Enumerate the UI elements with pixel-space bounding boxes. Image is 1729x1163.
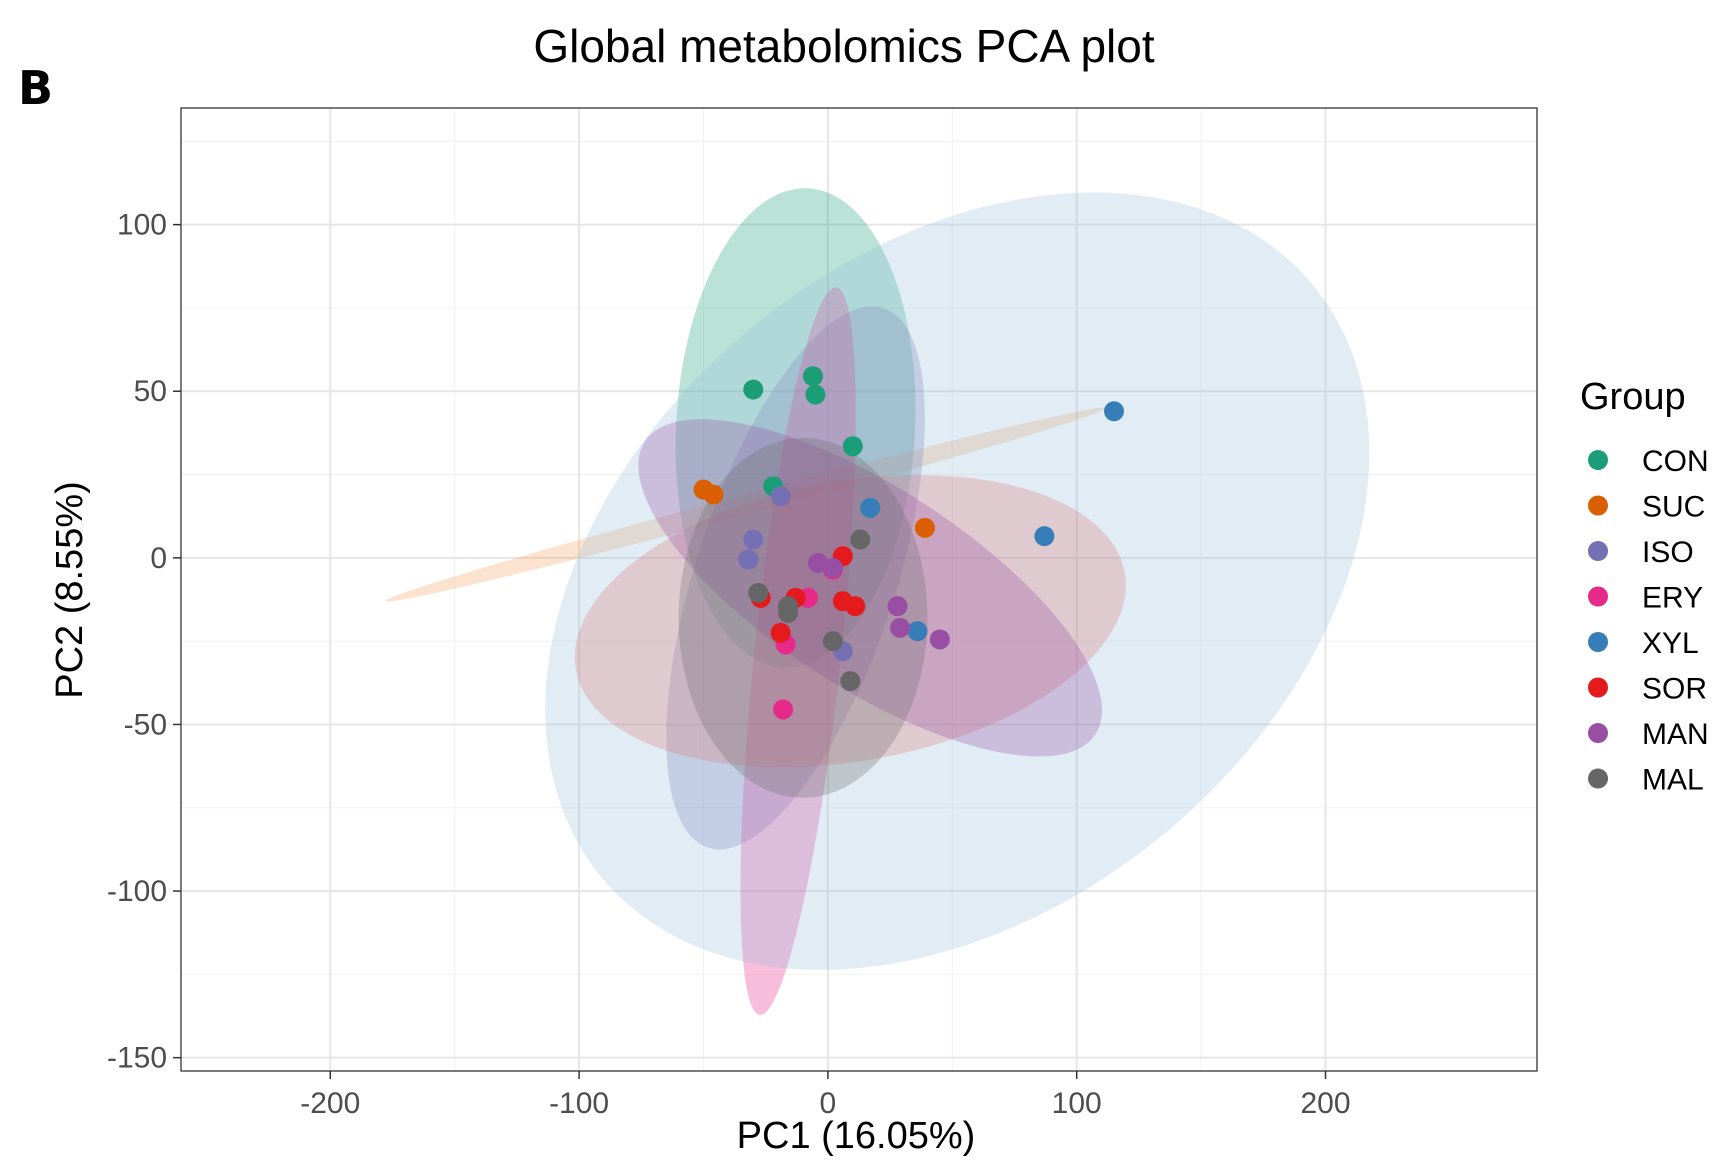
x-tick-label: -200: [300, 1087, 360, 1120]
point-mal: [850, 529, 871, 550]
point-mal: [822, 631, 843, 652]
point-suc: [914, 517, 935, 538]
legend-label-man: MAN: [1642, 718, 1709, 751]
point-man: [887, 596, 908, 617]
point-con: [802, 366, 823, 387]
point-con: [743, 379, 764, 400]
legend-title: Group: [1580, 376, 1686, 418]
ellipse-suc: [385, 407, 1107, 602]
point-man: [822, 557, 843, 578]
legend-label-xyl: XYL: [1642, 627, 1699, 660]
point-man: [929, 629, 950, 650]
point-sor: [845, 596, 866, 617]
x-axis-ticks: -200 -100 0 100 200: [300, 1071, 1351, 1120]
legend-label-iso: ISO: [1642, 536, 1694, 569]
ellipse-mal: [678, 437, 928, 798]
point-xyl: [1104, 401, 1125, 422]
point-mal: [840, 671, 861, 692]
y-axis-ticks: -150 -100 -50 0 50 100: [107, 209, 181, 1075]
legend-key-ery: [1588, 586, 1608, 607]
legend-label-sor: SOR: [1642, 673, 1707, 706]
point-mal: [778, 602, 799, 623]
x-axis-label: PC1 (16.05%): [737, 1115, 976, 1157]
y-tick-label: -150: [107, 1042, 167, 1075]
point-ery: [773, 699, 794, 720]
legend-key-man: [1588, 723, 1608, 743]
gridlines: [181, 108, 1537, 1071]
x-tick-label: 100: [1052, 1087, 1102, 1120]
legend-key-con: [1588, 450, 1608, 470]
y-tick-label: 50: [134, 375, 167, 408]
y-tick-label: -50: [124, 708, 167, 741]
legend-key-iso: [1588, 541, 1608, 561]
chart-title: Global metabolomics PCA plot: [533, 20, 1155, 72]
legend-key-suc: [1588, 495, 1608, 516]
point-iso: [770, 486, 791, 507]
data-points: [693, 366, 1125, 720]
ellipse-man: [638, 419, 1103, 757]
point-xyl: [907, 621, 928, 642]
legend-label-mal: MAL: [1642, 764, 1704, 797]
y-axis-label: PC2 (8.55%): [49, 481, 91, 699]
point-iso: [738, 549, 759, 570]
legend-key-xyl: [1588, 632, 1608, 652]
point-suc: [703, 484, 724, 505]
point-con: [842, 436, 863, 457]
legend-label-ery: ERY: [1642, 582, 1703, 615]
legend-key-sor: [1588, 677, 1608, 698]
y-tick-label: 100: [117, 209, 167, 242]
point-con: [805, 384, 826, 405]
x-tick-label: 200: [1300, 1087, 1350, 1120]
y-tick-label: -100: [107, 875, 167, 908]
x-tick-label: -100: [549, 1087, 609, 1120]
panel-label: B: [18, 61, 53, 115]
ellipse-sor: [574, 475, 1126, 768]
point-iso: [743, 529, 764, 550]
point-mal: [748, 582, 769, 603]
point-xyl: [860, 497, 881, 518]
point-xyl: [1034, 526, 1055, 547]
legend-label-con: CON: [1642, 445, 1709, 478]
plot-panel-border: [180, 107, 1538, 1072]
legend-label-suc: SUC: [1642, 491, 1705, 524]
point-man: [890, 617, 911, 638]
ellipse-ery: [740, 287, 856, 1015]
legend-key-mal: [1588, 768, 1608, 789]
y-tick-label: 0: [150, 542, 167, 575]
x-tick-label: 0: [820, 1087, 837, 1120]
point-sor: [770, 622, 791, 643]
legend: Group CON SUC ISO ERY XYL SOR MAN MAL: [1580, 376, 1709, 797]
legend-items: CON SUC ISO ERY XYL SOR MAN MAL: [1588, 445, 1709, 797]
